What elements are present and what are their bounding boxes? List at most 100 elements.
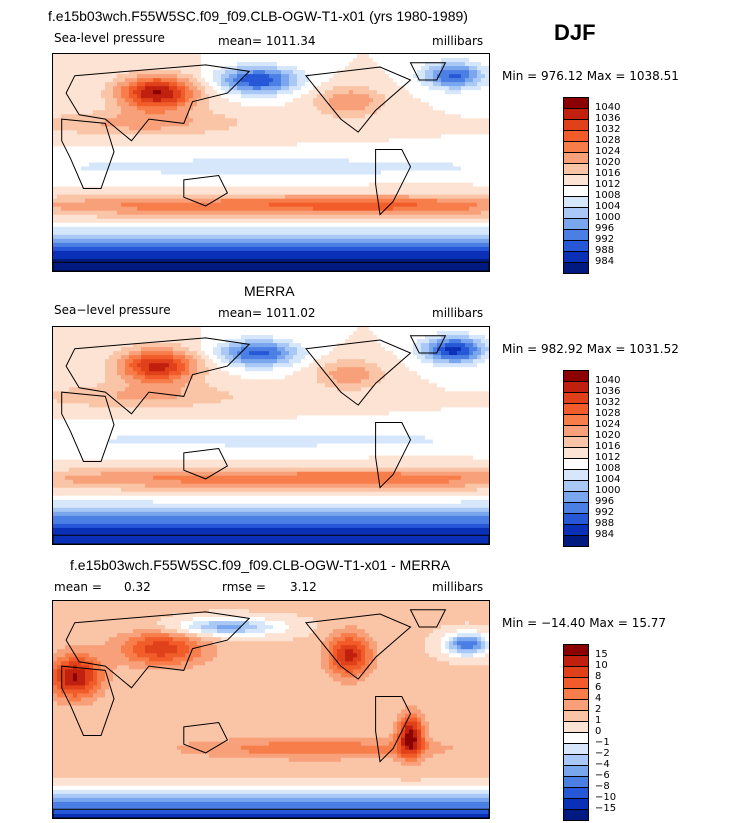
field-cell [313,70,318,75]
field-cell [221,174,226,179]
field-cell [65,66,70,71]
field-cell [125,142,130,147]
field-cell [405,126,410,131]
field-cell [285,126,290,131]
field-cell [93,198,98,203]
field-cell [313,206,318,212]
field-cell [229,62,234,67]
field-cell [437,154,442,159]
field-cell [285,58,290,63]
field-cell [89,178,94,183]
field-cell [465,94,470,99]
field-cell [441,210,446,216]
field-cell [305,94,310,99]
field-cell [137,74,142,79]
field-cell [257,198,262,203]
field-cell [157,74,162,79]
field-cell [189,134,194,139]
field-cell [321,146,326,151]
field-cell [105,198,110,203]
field-cell [321,126,326,131]
field-cell [397,134,402,139]
field-cell [289,62,294,67]
field-cell [465,230,470,236]
field-cell [81,118,86,123]
field-cell [413,206,418,212]
field-cell [369,122,374,127]
field-cell [321,66,326,71]
field-cell [145,58,150,63]
field-cell [329,202,334,208]
field-cell [257,66,262,71]
field-cell [57,154,62,159]
field-cell [273,234,278,240]
field-cell [185,102,190,107]
field-cell [305,134,310,139]
field-cell [93,234,98,240]
field-cell [93,194,98,199]
field-cell [141,234,146,240]
field-cell [297,202,302,208]
field-cell [277,210,282,216]
field-cell [473,134,478,139]
field-cell [113,182,118,187]
field-cell [421,194,426,199]
field-cell [209,230,214,236]
field-cell [381,226,386,232]
field-cell [221,146,226,151]
field-cell [169,58,174,63]
field-cell [273,70,278,75]
field-cell [301,178,306,183]
field-cell [413,146,418,151]
field-cell [97,202,102,208]
field-cell [225,222,230,228]
field-cell [81,218,86,224]
field-cell [101,158,106,163]
field-cell [369,138,374,143]
field-cell [53,66,58,71]
field-cell [377,178,382,183]
field-cell [445,54,450,59]
field-cell [97,194,102,199]
field-cell [449,154,454,159]
field-cell [437,130,442,135]
field-cell [469,98,474,103]
field-cell [481,126,486,131]
field-cell [285,202,290,208]
field-cell [197,210,202,216]
field-cell [321,114,326,119]
field-cell [329,82,334,87]
field-cell [129,146,134,151]
field-cell [305,210,310,216]
panel1-variable: Sea-level pressure [54,31,165,45]
field-cell [201,162,206,167]
field-cell [193,198,198,203]
field-cell [137,98,142,103]
field-cell [89,214,94,220]
field-cell [197,150,202,155]
field-cell [425,90,430,95]
field-cell [109,90,114,95]
field-cell [373,186,378,191]
field-cell [313,218,318,224]
field-cell [409,186,414,191]
field-cell [105,130,110,135]
field-cell [273,118,278,123]
field-cell [277,214,282,220]
field-cell [461,150,466,155]
field-cell [453,186,458,191]
field-cell [353,126,358,131]
field-cell [361,210,366,216]
field-cell [405,178,410,183]
field-cell [465,154,470,159]
field-cell [437,90,442,95]
field-cell [217,194,222,199]
field-cell [157,178,162,183]
field-cell [313,182,318,187]
field-cell [201,146,206,151]
field-cell [165,202,170,208]
field-cell [237,82,242,87]
field-cell [193,86,198,91]
field-cell [281,170,286,175]
field-cell [365,190,370,195]
